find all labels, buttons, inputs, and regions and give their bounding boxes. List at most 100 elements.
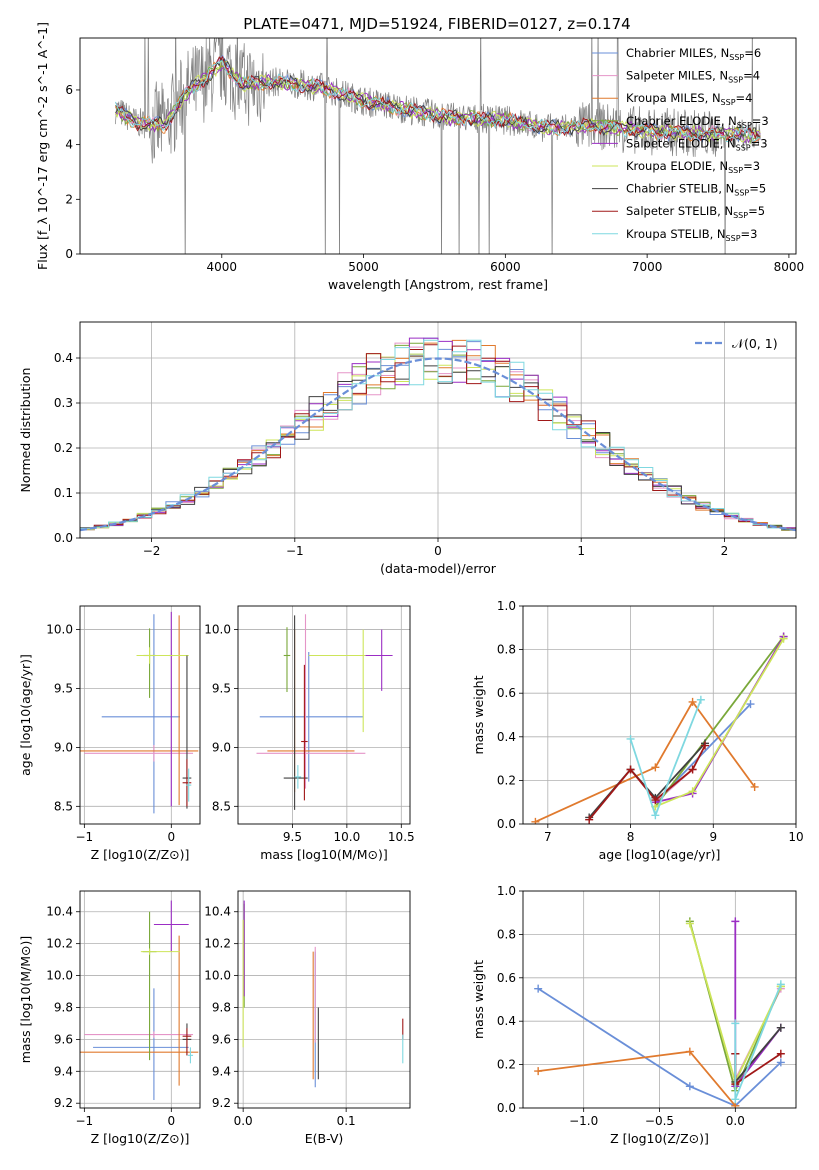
y-tick-label: 8.5 [54, 799, 73, 813]
legend-entry: Kroupa MILES, NSSP=4 [626, 91, 752, 107]
mass-weight-point [776, 1058, 785, 1067]
y-tick-label: 8.5 [212, 799, 231, 813]
plot-area [238, 606, 410, 824]
y-tick-label: 0.4 [497, 1014, 516, 1028]
x-tick-label: 0.0 [726, 1114, 745, 1128]
mass-weight-point [534, 1067, 543, 1076]
y-tick-label: 0.0 [497, 817, 516, 831]
spectrum-panel: 4000 5000 6000 7000 8000 0 2 4 6 wavelength [Angs… [35, 22, 804, 292]
plot-area [80, 606, 200, 824]
y-tick-label: 10.4 [46, 905, 73, 919]
y-axis-label: mass weight [471, 675, 486, 754]
mass-vs-z-panel: −1 0 9.2 9.4 9.6 9.8 10.0 10.2 10.4 Z [log10(Z/Z⊙… [18, 890, 201, 1146]
mass-weight-point [685, 1082, 694, 1091]
x-axis-label: Z [log10(Z/Z⊙)] [610, 1131, 709, 1146]
y-tick-label: 9.6 [212, 1032, 231, 1046]
mass-weight-point [731, 1019, 740, 1028]
y-tick-label: 0.0 [54, 531, 73, 545]
mass-weight-point [651, 763, 660, 772]
mass-weight-point [746, 700, 755, 709]
axes-frame [522, 605, 797, 825]
y-tick-label: 9.5 [212, 681, 231, 695]
y-tick-label: 10.0 [204, 623, 231, 637]
y-tick-label: 10.0 [46, 969, 73, 983]
x-tick-label: 10 [788, 830, 803, 844]
model-spectrum-line [115, 55, 761, 142]
x-tick-label: −2 [143, 544, 161, 558]
model-spectrum-line [114, 60, 761, 142]
residual-histogram-panel: −2 −1 0 1 2 0.0 0.1 0.2 0.3 0.4 (data-model)/error… [18, 321, 797, 576]
y-tick-label: 0.6 [497, 971, 516, 985]
legend-entry: 𝒩(0, 1) [732, 336, 778, 351]
mass-weight-line [538, 1050, 736, 1107]
axes-frame [79, 37, 797, 255]
x-tick-label: 0 [167, 1114, 175, 1128]
y-tick-label: 0 [65, 247, 73, 261]
figure-title: PLATE=0471, MJD=51924, FIBERID=0127, z=0… [243, 15, 630, 33]
mass-weight-point [776, 1023, 785, 1032]
y-tick-label: 1.0 [497, 884, 516, 898]
x-tick-label: 1 [577, 544, 585, 558]
legend-entry: Kroupa ELODIE, NSSP=3 [626, 159, 760, 175]
x-axis-label: (data-model)/error [380, 561, 497, 576]
y-tick-label: 0.8 [497, 927, 516, 941]
y-axis-label: mass [log10(M/M⊙)] [18, 936, 33, 1064]
y-tick-label: 9.5 [54, 681, 73, 695]
mass-weight-point [750, 782, 759, 791]
y-tick-label: 0.1 [54, 486, 73, 500]
histogram-step [80, 339, 796, 530]
legend-entry: Chabrier MILES, NSSP=6 [626, 46, 761, 62]
mass-weight-line [535, 700, 756, 823]
axes-frame [237, 890, 411, 1109]
legend-entry: Chabrier STELIB, NSSP=5 [626, 182, 766, 198]
x-tick-label: −1 [75, 1114, 93, 1128]
y-tick-label: 0.2 [497, 773, 516, 787]
legend-entry: Chabrier ELODIE, NSSP=3 [626, 114, 769, 130]
mass-weight-point [531, 817, 540, 824]
legend-entry: Salpeter STELIB, NSSP=5 [626, 204, 765, 220]
legend-entry: Salpeter MILES, NSSP=4 [626, 69, 760, 85]
y-axis-label: Normed distribution [18, 368, 33, 493]
mass-weight-vs-z-panel: −1.0 −0.5 0.0 0.0 0.2 0.4 0.6 0.8 1.0 Z [log10(Z/… [471, 884, 797, 1146]
x-axis-label: mass [log10(M/M⊙)] [260, 847, 388, 862]
x-tick-label: 0.0 [234, 1114, 253, 1128]
y-tick-label: 2 [65, 192, 73, 206]
x-tick-label: 8 [627, 830, 635, 844]
x-axis-label: wavelength [Angstrom, rest frame] [328, 277, 548, 292]
axes-frame [79, 605, 201, 825]
mass-weight-point [696, 695, 705, 704]
mass-weight-point [534, 984, 543, 993]
mass-weight-line [629, 699, 702, 818]
plot-area [523, 606, 796, 824]
y-axis-label: mass weight [471, 960, 486, 1039]
mass-weight-point [626, 734, 635, 743]
y-tick-label: 10.2 [46, 937, 73, 951]
mass-weight-point [779, 634, 788, 643]
age-vs-z-panel: −1 0 8.5 9.0 9.5 10.0 Z [log10(Z/Z⊙)] age [log1… [18, 605, 201, 862]
y-tick-label: 0.6 [497, 686, 516, 700]
y-tick-label: 9.8 [212, 1000, 231, 1014]
mass-weight-point [776, 980, 785, 989]
axes-frame [79, 890, 201, 1109]
y-tick-label: 9.4 [212, 1064, 231, 1078]
y-tick-label: 0.8 [497, 643, 516, 657]
plot-area [523, 891, 796, 1108]
y-tick-label: 10.4 [204, 905, 231, 919]
x-axis-label: Z [log10(Z/Z⊙)] [91, 847, 190, 862]
mass-weight-line [654, 635, 785, 808]
y-tick-label: 9.2 [212, 1096, 231, 1110]
y-tick-label: 10.0 [46, 623, 73, 637]
x-tick-label: 7 [544, 830, 552, 844]
mass-vs-ebv-panel: 0.0 0.1 9.2 9.4 9.6 9.8 10.0 10.2 10.4 E(B-V) [204, 890, 411, 1146]
age-vs-mass-panel: 9.5 10.0 10.5 8.5 9.0 9.5 10.0 mass [log10(M/M⊙… [204, 605, 415, 862]
y-tick-label: 9.8 [54, 1000, 73, 1014]
y-tick-label: 9.2 [54, 1096, 73, 1110]
mass-weight-line [537, 987, 782, 1107]
y-tick-label: 6 [65, 83, 73, 97]
mass-weight-point [685, 1047, 694, 1056]
plot-area [80, 322, 796, 538]
x-tick-label: −1.0 [569, 1114, 598, 1128]
x-tick-label: 10.5 [388, 830, 415, 844]
